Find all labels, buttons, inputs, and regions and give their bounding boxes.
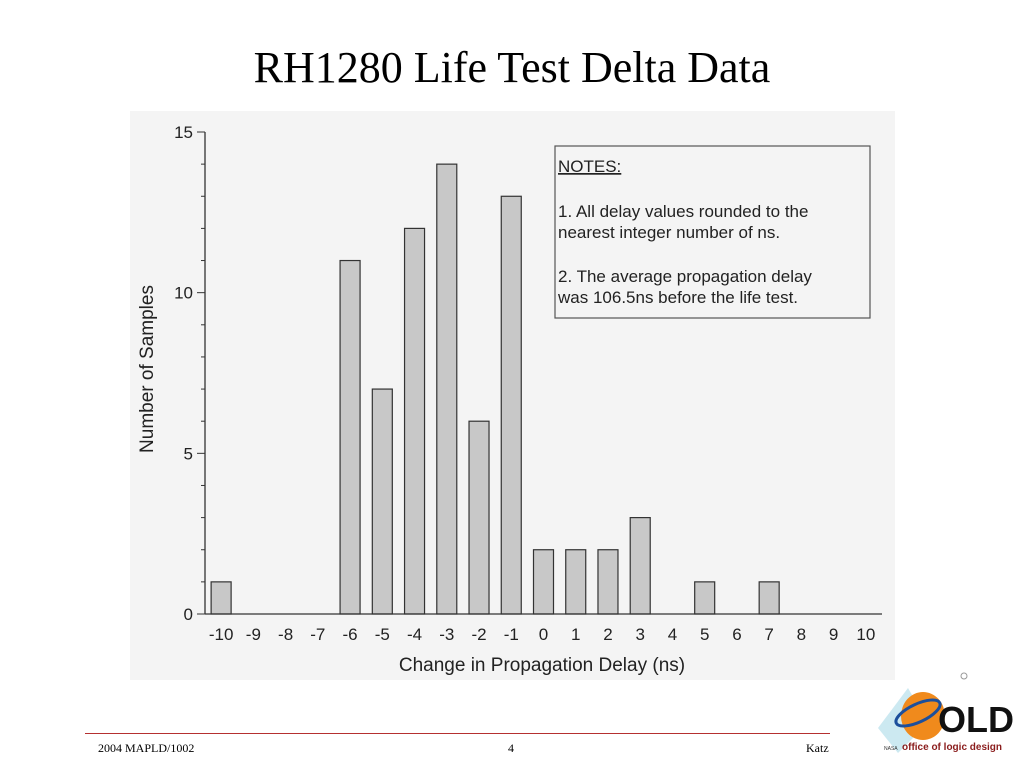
x-tick-label: 1 [571,625,580,644]
x-tick-label: -9 [246,625,261,644]
histogram-bar [597,549,619,615]
histogram-bar [758,581,780,615]
office-of-logic-design-logo: OLD NASA office of logic design [878,672,1014,753]
x-tick-label: 7 [764,625,773,644]
histogram-bar [339,259,361,615]
histogram-bar [371,388,393,615]
footer-author: Katz [806,741,829,755]
notes-heading: NOTES: [558,157,621,176]
logo-caption-text: office of logic design [902,742,1002,753]
x-tick-label: 2 [603,625,612,644]
x-tick-label: 10 [856,625,875,644]
x-axis-label: Change in Propagation Delay (ns) [399,655,685,676]
y-axis-label: Number of Samples [137,285,158,453]
slide-title: RH1280 Life Test Delta Data [253,43,771,92]
x-tick-label: 3 [635,625,644,644]
x-tick-label: 6 [732,625,741,644]
logo-star-icon [960,672,968,680]
histogram-bar [500,195,522,615]
x-tick-label: -10 [209,625,234,644]
y-tick-label: 0 [184,605,193,624]
histogram-bar [694,581,716,615]
footer-divider [85,733,830,734]
x-tick-label: 4 [668,625,677,644]
footer-page-number: 4 [508,741,514,755]
notes-box: NOTES: 1. All delay values rounded to th… [554,145,871,319]
x-tick-label: -5 [375,625,390,644]
x-tick-label: 5 [700,625,709,644]
histogram-bar [532,549,555,615]
y-tick-label: 10 [174,284,193,303]
note-2-line-2: was 106.5ns before the life test. [557,288,798,307]
y-tick-label: 15 [174,123,193,142]
histogram-bar [403,227,426,615]
y-tick-label: 5 [184,444,193,463]
x-tick-label: -1 [504,625,519,644]
x-tick-label: -6 [343,625,358,644]
logo-agency-text: NASA [884,746,898,752]
logo-orange-circle-icon [901,692,945,740]
logo-main-text: OLD [938,699,1014,740]
histogram-bar [629,517,651,615]
x-tick-label: -7 [310,625,325,644]
x-tick-label: -3 [439,625,454,644]
note-1-line-2: nearest integer number of ns. [558,223,780,242]
x-tick-label: 8 [797,625,806,644]
x-tick-label: 9 [829,625,838,644]
note-2-line-1: 2. The average propagation delay [558,267,812,286]
histogram-bar [436,163,458,615]
histogram-bar [468,420,490,615]
histogram-bar [210,581,232,615]
x-tick-label: -2 [471,625,486,644]
histogram-bar [565,549,587,615]
logo-orbit-icon [894,698,942,728]
x-tick-label: 0 [539,625,548,644]
note-1-line-1: 1. All delay values rounded to the [558,202,808,221]
x-tick-label: -8 [278,625,293,644]
footer-conference: 2004 MAPLD/1002 [98,741,195,755]
x-tick-label: -4 [407,625,422,644]
